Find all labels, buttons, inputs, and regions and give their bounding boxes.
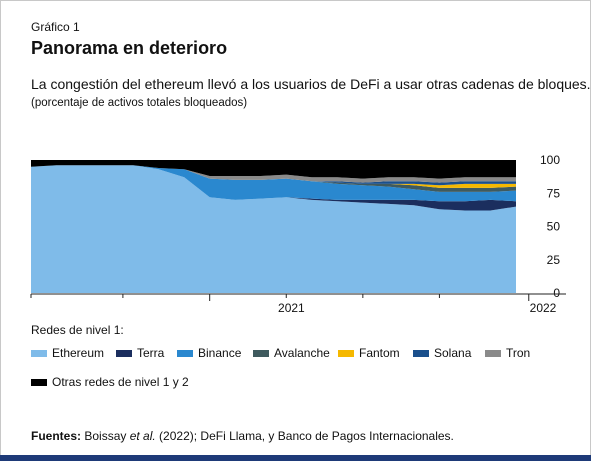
area-terra [31,165,516,211]
legend-swatch [31,349,47,357]
legend-label: Fantom [359,346,400,360]
sources-text-a: Boissay [81,429,130,443]
bottom-bar [0,455,591,461]
area-ethereum [31,165,516,293]
legend-title: Redes de nivel 1: [31,323,124,337]
legend-swatch [253,349,269,357]
area-tron [31,165,516,183]
legend-item-solana: Solana [413,346,471,360]
legend-item-terra: Terra [116,346,164,360]
sources-text-em: et al. [129,429,156,443]
y-tick-label: 75 [547,186,561,200]
area-fantom [31,165,516,188]
area-otras-redes-de-nivel-1-y-2 [31,160,516,179]
legend-label: Binance [198,346,242,360]
legend-item-avalanche: Avalanche [253,346,330,360]
area-avalanche [31,165,516,192]
legend-item-tron: Tron [485,346,530,360]
chart-subtitle: La congestión del ethereum llevó a los u… [31,76,591,92]
legend-label: Avalanche [274,346,330,360]
chart-title: Panorama en deterioro [31,38,228,58]
legend-swatch [485,349,501,357]
y-tick-label: 25 [547,253,561,267]
legend-swatch [31,378,47,386]
sources-note: Fuentes: Boissay et al. (2022); DeFi Lla… [31,429,454,443]
legend-label: Solana [434,346,472,360]
x-tick-label: 2021 [278,301,305,315]
chart-number-label: Gráfico 1 [31,20,80,34]
area-binance [31,165,516,202]
legend-item-fantom: Fantom [338,346,400,360]
legend-item-otras: Otras redes de nivel 1 y 2 [31,375,189,389]
legend-item-binance: Binance [177,346,241,360]
legend-item-ethereum: Ethereum [31,346,104,360]
y-tick-label: 100 [540,153,560,167]
legend-label: Ethereum [52,346,105,360]
unit-note: (porcentaje de activos totales bloqueado… [31,97,248,109]
legend-label: Otras redes de nivel 1 y 2 [52,375,189,389]
legend-swatch [338,349,354,357]
area-solana [31,165,516,186]
legend-label: Terra [137,346,165,360]
sources-label: Fuentes: [31,429,82,443]
legend-label: Tron [506,346,531,360]
y-tick-label: 0 [553,286,560,300]
x-tick-label: 2022 [530,301,557,315]
y-tick-label: 50 [547,220,561,234]
legend-swatch [116,349,132,357]
sources-text-b: (2022); DeFi Llama, y Banco de Pagos Int… [155,429,454,443]
legend-swatch [177,349,193,357]
legend-swatch [413,349,429,357]
